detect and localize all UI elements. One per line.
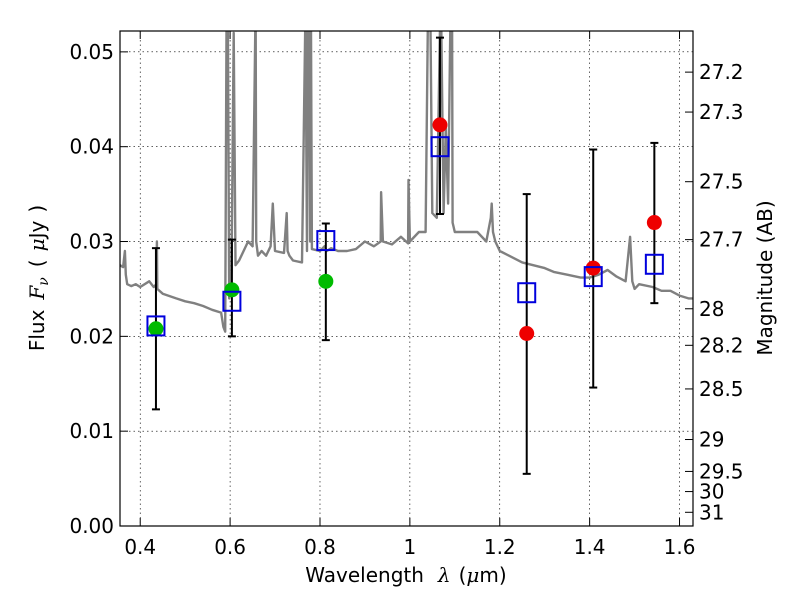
plot-background <box>120 31 693 526</box>
mag-tick-label: 28.5 <box>699 377 744 401</box>
y-tick-label: 0.05 <box>69 40 114 64</box>
x-tick-label: 1.4 <box>574 535 606 559</box>
mag-tick-label: 29.5 <box>699 459 744 483</box>
y-tick-label: 0.02 <box>69 324 114 348</box>
x-tick-label: 1.6 <box>664 535 696 559</box>
x-tick-label: 0.8 <box>304 535 336 559</box>
model-photometry-point <box>222 290 242 312</box>
observed-nir-point <box>432 117 448 133</box>
x-tick-label: 1 <box>404 535 417 559</box>
model-photometry-point <box>430 136 450 158</box>
y-tick-label: 0.04 <box>69 135 114 159</box>
y-tick-label: 0.03 <box>69 230 114 254</box>
observed-optical-point <box>224 282 240 298</box>
mag-tick-label: 31 <box>699 500 724 524</box>
observed-nir-point <box>646 215 662 231</box>
x-tick-label: 0.6 <box>214 535 246 559</box>
model-photometry-point <box>517 282 537 304</box>
mag-tick-label: 27.3 <box>699 100 744 124</box>
right-axis-label: Magnitude (AB) <box>753 200 777 355</box>
model-photometry-point <box>583 266 603 288</box>
y-tick-label: 0.00 <box>69 514 114 538</box>
model-photometry-point <box>644 253 664 275</box>
x-tick-label: 0.4 <box>124 535 156 559</box>
mag-tick-label: 28 <box>699 297 724 321</box>
model-photometry-point <box>316 230 336 252</box>
mag-tick-label: 27.2 <box>699 60 744 84</box>
x-tick-label: 1.2 <box>484 535 516 559</box>
x-axis-label: Wavelength λ (μm) <box>305 563 506 587</box>
mag-tick-label: 30 <box>699 480 724 504</box>
mag-tick-label: 28.2 <box>699 333 744 357</box>
data-markers <box>146 117 664 341</box>
observed-optical-point <box>148 321 164 337</box>
model-photometry-point <box>146 315 166 337</box>
mag-tick-label: 27.5 <box>699 170 744 194</box>
x-axis-ticks: 0.4 0.6 0.8 1 1.2 1.4 1.6 <box>124 31 695 559</box>
plot-frame <box>119 30 694 527</box>
mag-tick-label: 27.7 <box>699 228 744 252</box>
observed-nir-point <box>519 326 535 341</box>
y-axis-label: FluxFν(μJy) <box>25 205 52 351</box>
observed-optical-point <box>318 273 334 289</box>
y-tick-label: 0.01 <box>69 419 114 443</box>
mag-tick-label: 29 <box>699 428 724 452</box>
y-axis-ticks: 0.00 0.01 0.02 0.03 0.04 0.05 <box>69 40 128 538</box>
